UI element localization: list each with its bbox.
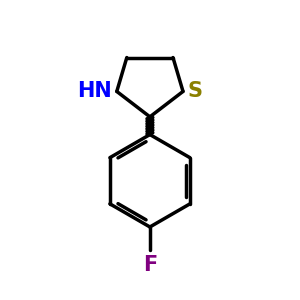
Text: F: F bbox=[143, 255, 157, 275]
Text: HN: HN bbox=[77, 81, 112, 101]
Text: S: S bbox=[188, 81, 202, 101]
